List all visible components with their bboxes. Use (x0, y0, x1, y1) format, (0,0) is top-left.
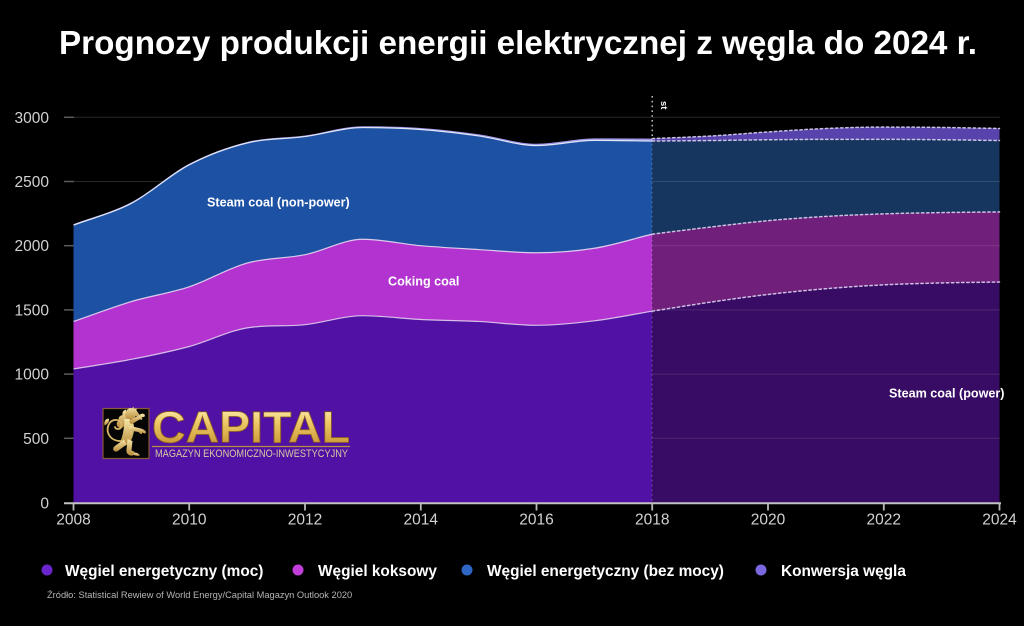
svg-text:Steam coal (non-power): Steam coal (non-power) (207, 196, 350, 210)
svg-text:Steam coal (power): Steam coal (power) (889, 387, 1004, 401)
svg-text:Węgiel koksowy: Węgiel koksowy (318, 563, 437, 580)
svg-text:2000: 2000 (15, 238, 50, 255)
svg-text:Węgiel energetyczny (bez mocy): Węgiel energetyczny (bez mocy) (487, 563, 724, 580)
svg-text:2500: 2500 (15, 174, 50, 191)
svg-text:2020: 2020 (751, 512, 786, 529)
svg-text:MAGAZYN EKONOMICZNO-INWESTYCYJ: MAGAZYN EKONOMICZNO-INWESTYCYJNY (155, 448, 348, 460)
svg-text:2010: 2010 (172, 512, 207, 529)
svg-text:2016: 2016 (519, 512, 553, 529)
svg-text:Węgiel energetyczny (moc): Węgiel energetyczny (moc) (65, 563, 263, 580)
svg-text:Coking coal: Coking coal (388, 275, 459, 289)
svg-text:2014: 2014 (404, 512, 439, 529)
svg-text:0: 0 (40, 496, 49, 513)
svg-text:2018: 2018 (635, 512, 669, 529)
svg-text:Źródło: Statistical Rewiew of: Źródło: Statistical Rewiew of World Ener… (47, 590, 352, 600)
svg-text:Prognozy produkcji energii ele: Prognozy produkcji energii elektrycznej … (59, 25, 977, 62)
svg-text:CAPITAL: CAPITAL (152, 404, 350, 453)
svg-text:500: 500 (23, 431, 49, 448)
svg-text:2012: 2012 (288, 512, 322, 529)
svg-text:1000: 1000 (15, 367, 50, 384)
svg-text:3000: 3000 (15, 110, 50, 127)
svg-text:1500: 1500 (15, 302, 50, 319)
svg-text:2008: 2008 (56, 512, 90, 529)
svg-text:st: st (658, 101, 669, 110)
svg-text:2022: 2022 (867, 512, 901, 529)
svg-text:Konwersja węgla: Konwersja węgla (781, 563, 906, 580)
svg-text:2024: 2024 (982, 512, 1017, 529)
